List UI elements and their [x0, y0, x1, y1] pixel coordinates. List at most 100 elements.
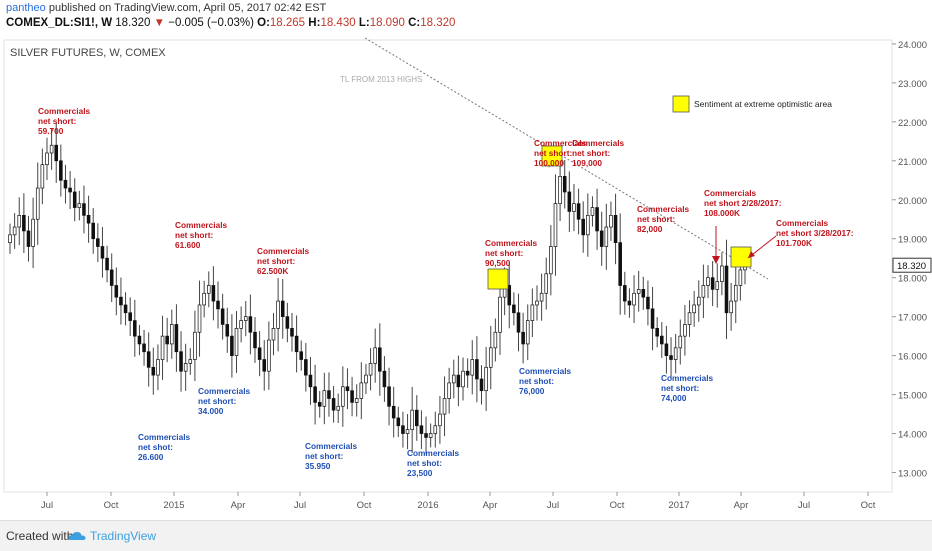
y-tick-label: 13.000: [898, 469, 927, 480]
candle-body: [299, 351, 304, 360]
candle-body: [613, 214, 618, 243]
candle-body: [669, 355, 673, 360]
x-tick-label: Oct: [610, 500, 625, 511]
candle-body: [68, 187, 72, 193]
candle-body: [623, 285, 627, 302]
candle-body: [720, 265, 724, 282]
author-link[interactable]: pantheo: [6, 2, 46, 14]
candle-body: [350, 390, 354, 403]
open-label: O:: [257, 17, 270, 29]
candle-body: [664, 343, 669, 356]
annotation-blue: Commercials: [138, 432, 190, 442]
candle-body: [373, 347, 377, 364]
x-tick-label: 2017: [668, 500, 689, 511]
sentiment-marker: [487, 268, 509, 290]
candle-body: [507, 285, 512, 306]
annotation-red: Commercials: [637, 204, 689, 214]
candle-body: [322, 390, 327, 407]
candle-body: [470, 359, 475, 376]
candles: [8, 123, 747, 455]
candle-body: [271, 327, 276, 341]
annotation-red: Commercials: [257, 246, 309, 256]
candle-body: [22, 214, 26, 232]
x-tick-label: Jul: [798, 500, 810, 511]
candle-body: [336, 405, 340, 411]
candle-body: [696, 296, 701, 306]
y-tick-label: 24.000: [898, 40, 927, 51]
candle-body: [26, 230, 31, 247]
candle-body: [512, 304, 516, 314]
annotation-blue: net short:: [661, 383, 699, 393]
candle-body: [567, 191, 572, 212]
candle-body: [461, 370, 465, 388]
footer-bar: Created with TradingView: [0, 520, 932, 551]
candle-body: [151, 366, 156, 376]
annotation-red: 108.000K: [704, 208, 740, 218]
chart-title: SILVER FUTURES, W, COMEX: [10, 47, 166, 59]
candle-body: [193, 331, 197, 360]
annotation-blue: Commercials: [407, 448, 459, 458]
candle-body: [262, 359, 267, 372]
annotation-red: net short:: [38, 116, 76, 126]
candle-body: [285, 316, 290, 329]
chart-area[interactable]: SILVER FUTURES, W, COMEX 13.000 14.000 15.…: [0, 36, 932, 514]
sentiment-marker: [730, 246, 752, 268]
y-tick-label: 16.000: [898, 352, 927, 363]
tradingview-logo-text[interactable]: TradingView: [90, 529, 157, 543]
low-value: 18.090: [369, 17, 405, 29]
annotation-arrow-head: [712, 256, 720, 264]
candle-body: [553, 203, 558, 247]
annotation-blue: 35.950: [305, 461, 331, 471]
sentiment-marker: [541, 145, 563, 167]
candle-body: [267, 339, 271, 372]
candle-body: [96, 238, 100, 247]
candle-body: [738, 269, 743, 286]
x-tick-label: Jul: [294, 500, 306, 511]
low-label: L:: [358, 17, 370, 29]
annotation-red: Commercials: [704, 188, 756, 198]
candle-body: [40, 164, 45, 189]
last-price-label: 18.320: [897, 261, 926, 272]
candle-body: [146, 351, 151, 368]
candle-body: [609, 214, 613, 228]
candle-body: [202, 292, 206, 306]
candle-body: [100, 246, 105, 259]
price-chart[interactable]: SILVER FUTURES, W, COMEX 13.000 14.000 15.…: [0, 36, 932, 514]
candle-body: [419, 425, 424, 434]
annotation-red: 109,000: [572, 158, 602, 168]
y-axis[interactable]: 13.000 14.000 15.000 16.000 17.000 18.000 19.0…: [892, 40, 932, 480]
annotation-blue: 23,500: [407, 468, 433, 478]
x-axis[interactable]: Jul Oct 2015 Apr Jul Oct 2016 Apr Jul Oct 2017 Apr J…: [41, 492, 876, 511]
annotation-red: net short:: [637, 214, 675, 224]
annotation-blue: Commercials: [519, 366, 571, 376]
candle-body: [179, 351, 183, 372]
candle-body: [378, 347, 382, 372]
annotation-red: net short:: [485, 248, 523, 258]
candle-body: [368, 363, 373, 376]
annotation-blue: net shot:: [407, 458, 442, 468]
candle-body: [586, 214, 590, 236]
candle-body: [604, 226, 609, 247]
annotation-red: 61.600: [175, 240, 201, 250]
candle-body: [599, 230, 604, 247]
last-price-box: [892, 257, 932, 273]
candle-body: [655, 327, 659, 337]
candle-body: [701, 285, 706, 298]
annotation-red: net short 3/28/2017:: [776, 228, 853, 238]
candle-body: [488, 347, 493, 368]
candle-body: [174, 324, 179, 353]
candle-body: [401, 425, 405, 434]
candle-body: [317, 402, 322, 407]
annotation-blue: 74,000: [661, 393, 687, 403]
candle-body: [733, 285, 738, 302]
legend-swatch: [672, 95, 690, 113]
candle-body: [576, 203, 581, 220]
candle-body: [405, 429, 410, 434]
symbol-label[interactable]: COMEX_DL:SI1!, W: [6, 17, 113, 29]
candle-body: [248, 316, 253, 333]
candle-body: [535, 300, 539, 306]
change-value: −0.005 (−0.03%): [168, 17, 254, 29]
candle-body: [549, 246, 553, 275]
candle-body: [683, 324, 687, 337]
candle-body: [451, 374, 456, 384]
